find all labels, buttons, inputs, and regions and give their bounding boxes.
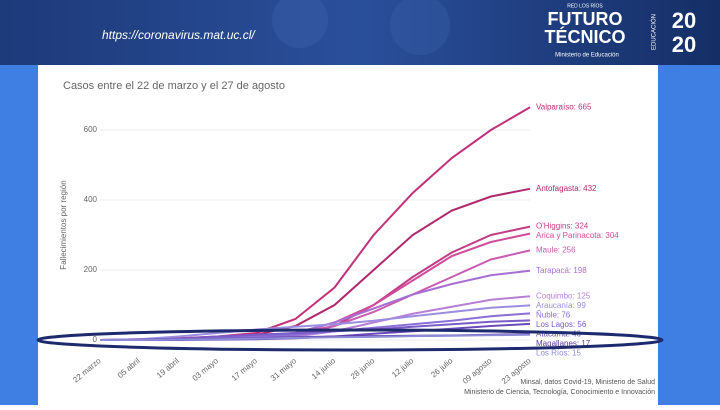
series-line <box>99 304 531 341</box>
end-label: Tarapacá: 198 <box>536 266 587 275</box>
source: Minsal, datos Covid-19, Ministerio de Sa… <box>520 379 655 386</box>
y-tick-label: 0 <box>93 335 98 344</box>
end-label: Ñuble: 76 <box>536 310 571 319</box>
year: 20 <box>672 32 696 57</box>
end-label: Valparaíso: 665 <box>536 102 592 111</box>
y-tick-label: 200 <box>84 265 98 274</box>
y-tick-label: 400 <box>84 195 98 204</box>
chart-title: Casos entre el 22 de marzo y el 27 de ag… <box>63 80 285 92</box>
end-label: Antofagasta: 432 <box>536 184 597 193</box>
y-axis-label: Fallecimientos por región <box>59 180 68 269</box>
end-label: Coquimbo: 125 <box>536 291 591 300</box>
brand: TÉCNICO <box>545 26 626 47</box>
url: https://coronavirus.mat.uc.cl/ <box>102 28 256 42</box>
photo-shape <box>390 0 450 55</box>
brand: FUTURO <box>548 9 623 29</box>
source: Ministerio de Ciencia, Tecnología, Conoc… <box>464 389 655 396</box>
end-label: Los Ríos: 15 <box>536 348 581 357</box>
side-text: EDUCACIÓN <box>651 14 658 50</box>
photo-shape <box>272 0 328 48</box>
y-tick-label: 600 <box>84 125 98 134</box>
end-label: Los Lagos: 56 <box>536 320 587 329</box>
end-label: Araucanía: 99 <box>536 301 586 310</box>
end-label: O'Higgins: 324 <box>536 222 589 231</box>
year: 20 <box>672 8 696 33</box>
series-line <box>100 333 531 341</box>
header-band <box>0 0 720 65</box>
ministry: Ministerio de Educación <box>555 53 619 59</box>
network: RED LOS RÍOS <box>567 2 603 9</box>
end-label: Maule: 256 <box>536 246 576 255</box>
highlight-ellipse <box>36 328 664 352</box>
end-label: Magallanes: 17 <box>536 339 591 348</box>
end-label: Arica y Parinacota: 304 <box>536 231 619 240</box>
